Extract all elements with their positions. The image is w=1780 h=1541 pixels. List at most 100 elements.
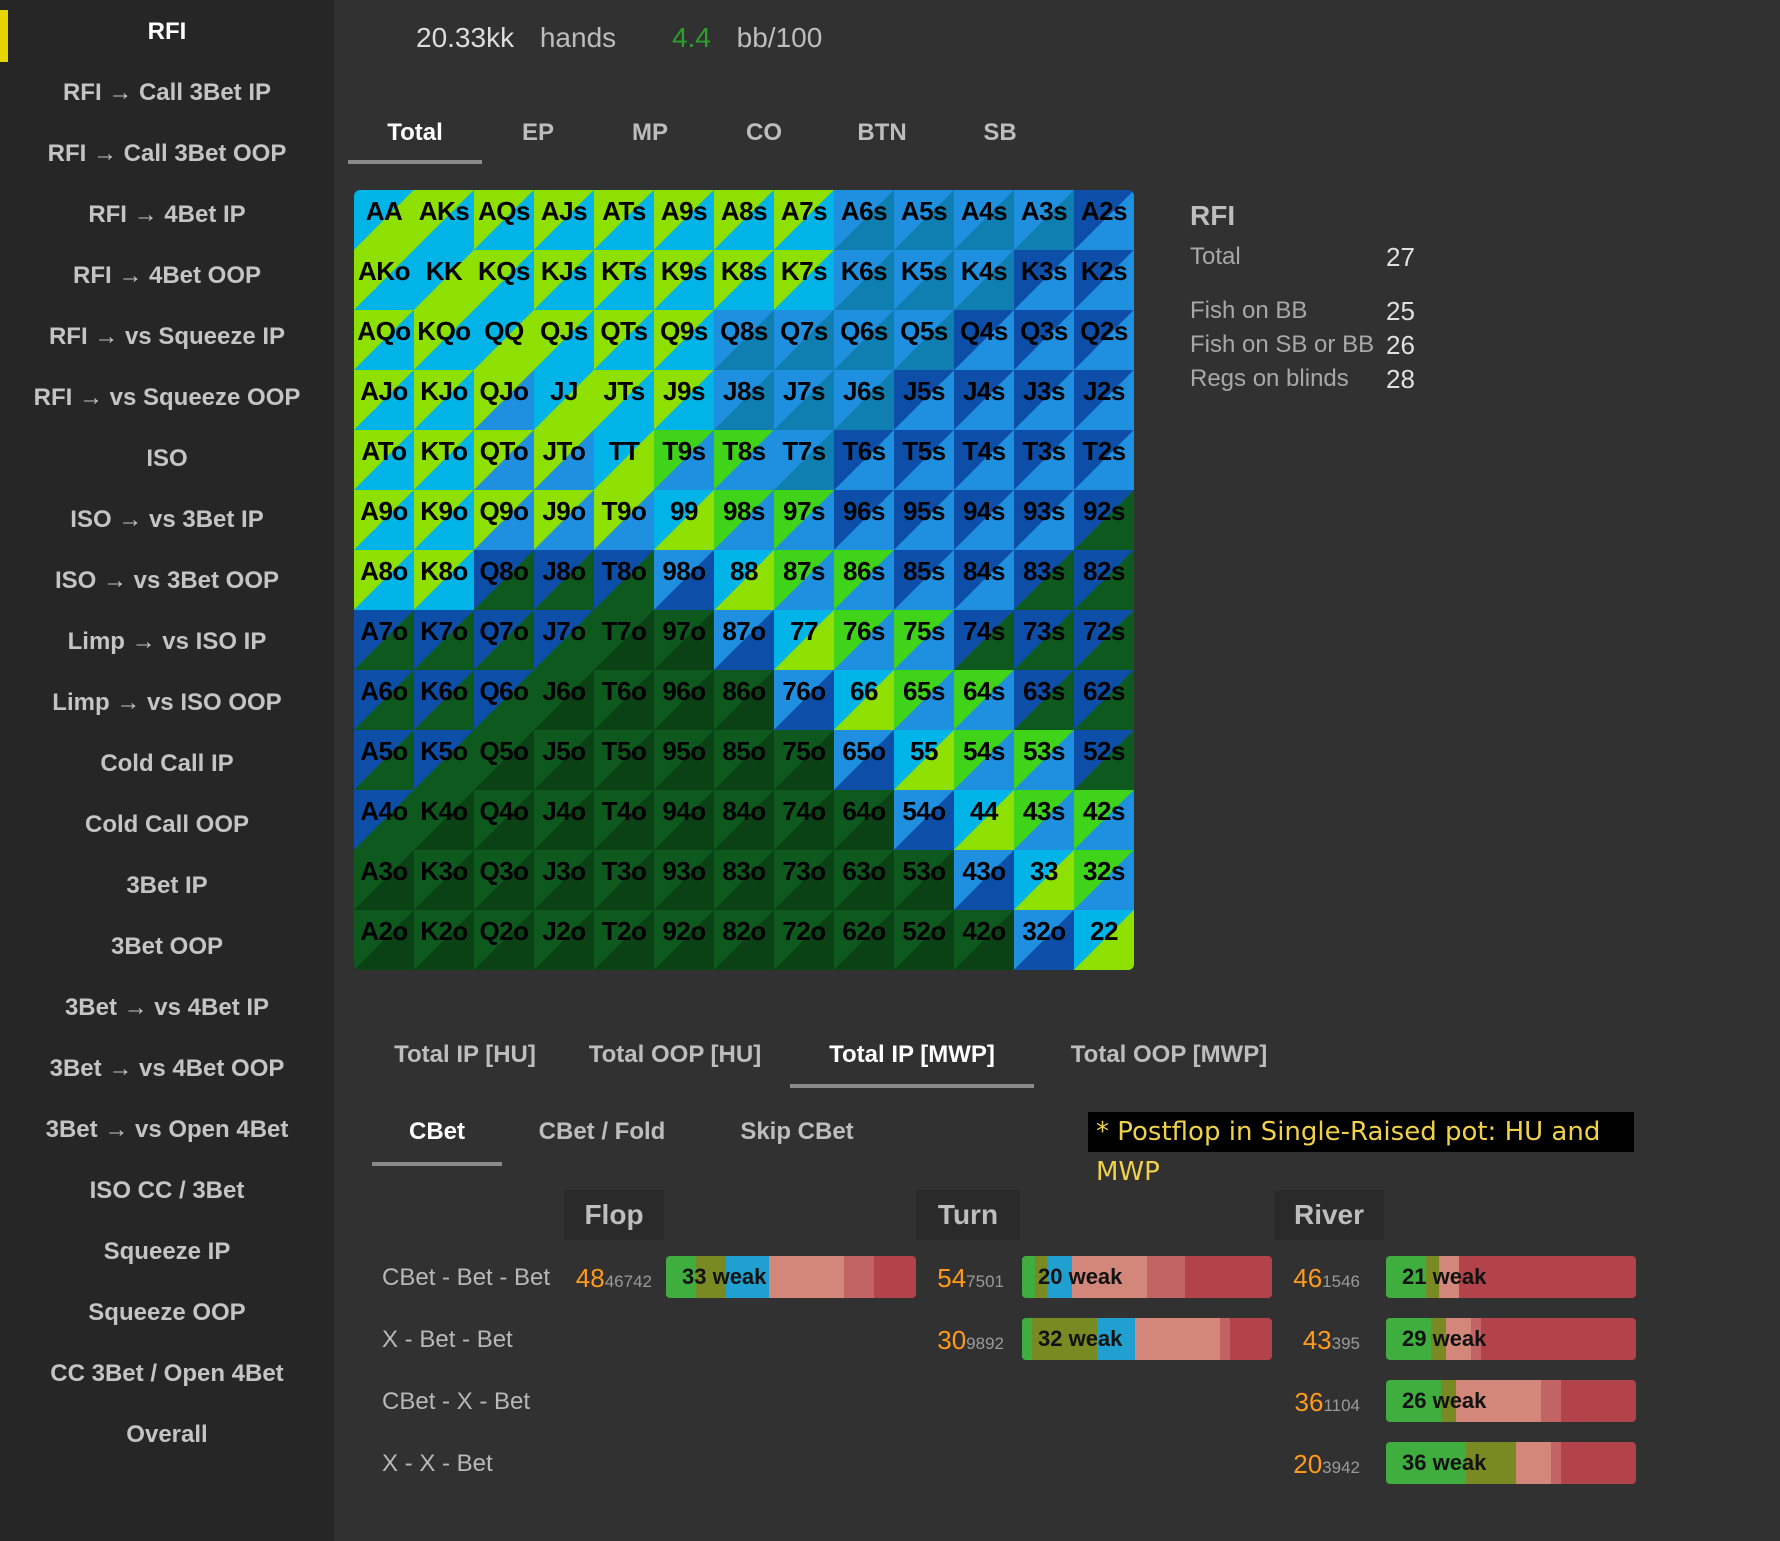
hand-cell[interactable]: 94o61 — [654, 790, 714, 850]
sidebar-item[interactable]: RFI → Call 3Bet OOP — [47, 140, 287, 167]
tab-cbet-0[interactable]: CBet — [372, 1106, 502, 1166]
hand-cell[interactable]: Q9o∞16 — [474, 490, 534, 550]
tab-postflop-1[interactable]: Total OOP [HU] — [588, 1041, 762, 1068]
hand-cell[interactable]: Q7o8910 — [474, 610, 534, 670]
sidebar-item[interactable]: Overall — [126, 1421, 208, 1448]
hand-cell[interactable]: 72s143 — [1074, 610, 1134, 670]
hand-cell[interactable]: T2o42 — [594, 910, 654, 970]
hand-cell[interactable]: 52s614 — [1074, 730, 1134, 790]
turn-distribution-bar[interactable]: 32 weak — [1022, 1318, 1272, 1360]
hand-cell[interactable]: J4o51 — [534, 790, 594, 850]
hand-cell[interactable]: J9s∞7 — [654, 370, 714, 430]
hand-cell[interactable]: 75s6367 — [894, 610, 954, 670]
hand-cell[interactable]: K9o∞24 — [414, 490, 474, 550]
hand-cell[interactable]: J6o171 — [534, 670, 594, 730]
hand-cell[interactable]: J5s2524 — [894, 370, 954, 430]
hand-cell[interactable]: 72o41 — [774, 910, 834, 970]
hand-cell[interactable]: K2o417 — [414, 910, 474, 970]
hand-cell[interactable]: A2o75224 — [354, 910, 414, 970]
hand-cell[interactable]: KK∞18 — [414, 250, 474, 310]
hand-cell[interactable]: 43s33611 — [1014, 790, 1074, 850]
hand-cell[interactable]: 64s44710 — [954, 670, 1014, 730]
hand-cell[interactable]: K6s30710 — [834, 250, 894, 310]
hand-cell[interactable]: 86o746 — [714, 670, 774, 730]
sidebar-item[interactable]: RFI → Call 3Bet IP — [62, 79, 272, 106]
hand-cell[interactable]: KJo∞20 — [414, 370, 474, 430]
hand-cell[interactable]: 43o143 — [954, 850, 1014, 910]
hand-cell[interactable]: 95s14510 — [894, 490, 954, 550]
sidebar-item[interactable]: RFI → vs Squeeze IP — [48, 323, 286, 350]
sidebar-item[interactable]: ISO → vs 3Bet OOP — [54, 567, 280, 594]
hand-cell[interactable]: 86s34713 — [834, 550, 894, 610]
sidebar-item[interactable]: 3Bet → vs Open 4Bet — [45, 1116, 289, 1143]
hand-cell[interactable]: AA∞26 — [354, 190, 414, 250]
hand-cell[interactable]: J7o805 — [534, 610, 594, 670]
hand-cell[interactable]: K4o584 — [414, 790, 474, 850]
hand-cell[interactable]: Q9s∞7 — [654, 310, 714, 370]
hand-cell[interactable]: K8s∞4 — [714, 250, 774, 310]
hand-cell[interactable]: J9o∞18 — [534, 490, 594, 550]
hand-cell[interactable]: 74o62 — [774, 790, 834, 850]
hand-cell[interactable]: A7o∞27 — [354, 610, 414, 670]
sidebar-item[interactable]: ISO CC / 3Bet — [89, 1177, 245, 1204]
tab-position-5[interactable]: SB — [983, 119, 1017, 146]
hand-cell[interactable]: K6o1118 — [414, 670, 474, 730]
hand-cell[interactable]: T9o∞22 — [594, 490, 654, 550]
hand-cell[interactable]: 75o398 — [774, 730, 834, 790]
hand-cell[interactable]: 88∞14 — [714, 550, 774, 610]
hand-cell[interactable]: J4s1816 — [954, 370, 1014, 430]
hand-cell[interactable]: T9s∞7 — [654, 430, 714, 490]
sidebar-item[interactable]: CC 3Bet / Open 4Bet — [50, 1360, 284, 1387]
hand-cell[interactable]: J8o48515 — [534, 550, 594, 610]
hand-cell[interactable]: K5o8910 — [414, 730, 474, 790]
hand-cell[interactable]: K7o28015 — [414, 610, 474, 670]
tab-cbet-2[interactable]: Skip CBet — [740, 1118, 854, 1145]
hand-cell[interactable]: A6o∞26 — [354, 670, 414, 730]
sidebar-item[interactable]: Limp → vs ISO IP — [67, 628, 267, 655]
hand-cell[interactable]: 85s31311 — [894, 550, 954, 610]
hand-cell[interactable]: J6s27013 — [834, 370, 894, 430]
hand-cell[interactable]: 32o6 — [1014, 910, 1074, 970]
hand-cell[interactable]: A6s∞9 — [834, 190, 894, 250]
hand-cell[interactable]: 63o8 — [834, 850, 894, 910]
hand-cell[interactable]: ATs∞9 — [594, 190, 654, 250]
turn-distribution-bar[interactable]: 20 weak — [1022, 1256, 1272, 1298]
hand-cell[interactable]: Q3o153 — [474, 850, 534, 910]
hand-cell[interactable]: K9s∞9 — [654, 250, 714, 310]
hand-cell[interactable]: A8s∞7 — [714, 190, 774, 250]
hand-cell[interactable]: 92s214 — [1074, 490, 1134, 550]
hand-cell[interactable]: JTo∞22 — [534, 430, 594, 490]
sidebar-item[interactable]: 3Bet IP — [126, 872, 208, 899]
hand-cell[interactable]: TT∞12 — [594, 430, 654, 490]
hand-cell[interactable]: AKo∞23 — [354, 250, 414, 310]
hand-cell[interactable]: 55∞21 — [894, 730, 954, 790]
hand-cell[interactable]: A4o∞21 — [354, 790, 414, 850]
hand-cell[interactable]: 85o172 — [714, 730, 774, 790]
sidebar-item[interactable]: Squeeze OOP — [88, 1299, 246, 1326]
sidebar-item[interactable]: ISO — [146, 445, 188, 472]
hand-cell[interactable]: A4s∞13 — [954, 190, 1014, 250]
tab-position-3[interactable]: CO — [746, 119, 782, 146]
river-distribution-bar[interactable]: 26 weak — [1386, 1380, 1636, 1422]
hand-cell[interactable]: J2o31 — [534, 910, 594, 970]
hand-cell[interactable]: Q4s3289 — [954, 310, 1014, 370]
tab-postflop-0[interactable]: Total IP [HU] — [394, 1041, 536, 1068]
hand-cell[interactable]: 98s∞10 — [714, 490, 774, 550]
hand-cell[interactable]: 97s∞7 — [774, 490, 834, 550]
hand-cell[interactable]: 96o214 — [654, 670, 714, 730]
hand-cell[interactable]: Q2o13 — [474, 910, 534, 970]
hand-cell[interactable]: 76s∞13 — [834, 610, 894, 670]
hand-cell[interactable]: Q4o132 — [474, 790, 534, 850]
tab-position-0[interactable]: Total — [348, 110, 482, 164]
hand-cell[interactable]: 64o251 — [834, 790, 894, 850]
hand-cell[interactable]: J8s∞8 — [714, 370, 774, 430]
hand-cell[interactable]: T4o82 — [594, 790, 654, 850]
hand-cell[interactable]: 95o11 — [654, 730, 714, 790]
hand-cell[interactable]: 32s812 — [1074, 850, 1134, 910]
hand-cell[interactable]: A5o∞25 — [354, 730, 414, 790]
tab-postflop-2[interactable]: Total IP [MWP] — [790, 1030, 1034, 1088]
hand-cell[interactable]: QQ∞13 — [474, 310, 534, 370]
hand-cell[interactable]: T6o183 — [594, 670, 654, 730]
hand-cell[interactable]: QTs∞1 — [594, 310, 654, 370]
hand-cell[interactable]: 22∞27 — [1074, 910, 1134, 970]
